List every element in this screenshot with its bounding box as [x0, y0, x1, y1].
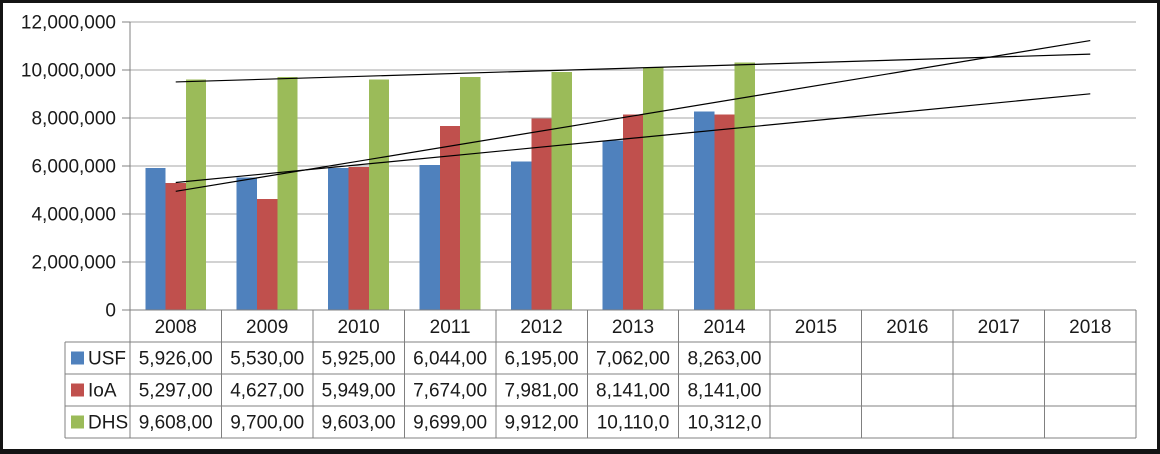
- x-axis-label-2018: 2018: [1069, 317, 1111, 338]
- y-axis-label: 4,000,000: [31, 205, 116, 226]
- x-axis-label-2008: 2008: [155, 317, 197, 338]
- table-cell-dhs-2011: 9,699,00: [413, 413, 487, 434]
- bar-usf-2009: [236, 177, 258, 310]
- table-cell-usf-2008: 5,926,00: [139, 349, 213, 370]
- table-cell-usf-2012: 6,195,00: [505, 349, 579, 370]
- bar-ioa-2012: [531, 118, 552, 311]
- trendline-ioa: [175, 39, 1091, 192]
- table-cell-dhs-2010: 9,603,00: [322, 413, 396, 434]
- bar-ioa-2008: [165, 182, 186, 310]
- table-cell-usf-2013: 7,062,00: [596, 349, 670, 370]
- y-axis-label: 0: [105, 301, 116, 322]
- legend-label-usf: USF: [88, 349, 126, 370]
- bar-ioa-2010: [348, 167, 369, 310]
- table-cell-ioa-2014: 8,141,00: [687, 381, 761, 402]
- bar-dhs-2013: [643, 67, 664, 310]
- bar-ioa-2011: [439, 125, 461, 310]
- table-cell-ioa-2012: 7,981,00: [505, 381, 579, 402]
- table-cell-usf-2010: 5,925,00: [322, 349, 396, 370]
- table-cell-ioa-2009: 4,627,00: [230, 381, 304, 402]
- bar-usf-2008: [145, 167, 166, 310]
- bar-dhs-2010: [368, 79, 390, 310]
- table-cell-dhs-2014: 10,312,0: [687, 413, 761, 434]
- x-axis-label-2009: 2009: [246, 317, 288, 338]
- x-axis-label-2011: 2011: [430, 317, 471, 338]
- x-axis-label-2016: 2016: [886, 317, 928, 338]
- bar-ioa-2009: [257, 198, 278, 310]
- bar-usf-2010: [328, 167, 349, 310]
- table-cell-ioa-2010: 5,949,00: [322, 381, 396, 402]
- y-axis-label: 10,000,000: [21, 61, 116, 82]
- bar-usf-2013: [602, 140, 623, 310]
- legend-swatch-dhs: [71, 415, 84, 429]
- bar-usf-2011: [419, 164, 440, 310]
- x-axis-label-2017: 2017: [978, 317, 1020, 338]
- bar-ioa-2014: [714, 114, 735, 311]
- table-cell-dhs-2009: 9,700,00: [230, 413, 304, 434]
- bar-usf-2012: [511, 161, 532, 310]
- legend-label-dhs: DHS: [88, 413, 128, 434]
- trendline-usf: [175, 93, 1091, 184]
- bar-dhs-2009: [277, 77, 298, 310]
- table-cell-ioa-2011: 7,674,00: [413, 381, 487, 402]
- legend-swatch-ioa: [71, 383, 84, 397]
- legend-swatch-usf: [71, 351, 84, 365]
- legend-label-ioa: IoA: [88, 381, 117, 402]
- table-cell-dhs-2008: 9,608,00: [139, 413, 213, 434]
- x-axis-label-2012: 2012: [520, 317, 562, 338]
- trendline-dhs: [175, 53, 1091, 83]
- table-cell-ioa-2008: 5,297,00: [139, 381, 213, 402]
- table-cell-usf-2014: 8,263,00: [687, 349, 761, 370]
- table-cell-dhs-2012: 9,912,00: [505, 413, 579, 434]
- x-axis-label-2010: 2010: [337, 317, 379, 338]
- bar-dhs-2008: [185, 79, 207, 310]
- table-cell-ioa-2013: 8,141,00: [596, 381, 670, 402]
- x-axis-label-2013: 2013: [612, 317, 654, 338]
- x-axis-label-2015: 2015: [795, 317, 837, 338]
- chart-canvas: 0 2,000,000 4,000,000 6,000,000 8,000,000 10,…: [21, 13, 1137, 439]
- y-axis-label: 2,000,000: [31, 253, 116, 274]
- y-axis-label: 12,000,000: [21, 13, 116, 34]
- bar-ioa-2013: [622, 114, 644, 311]
- bar-dhs-2012: [551, 72, 572, 310]
- y-axis-label: 8,000,000: [31, 109, 116, 130]
- table-cell-usf-2011: 6,044,00: [413, 349, 487, 370]
- y-axis-label: 6,000,000: [31, 157, 116, 178]
- x-axis-label-2014: 2014: [703, 317, 746, 338]
- bar-dhs-2014: [734, 62, 755, 311]
- bar-dhs-2011: [460, 77, 481, 310]
- bar-usf-2014: [694, 111, 715, 310]
- table-cell-dhs-2013: 10,110,0: [597, 413, 670, 434]
- table-cell-usf-2009: 5,530,00: [230, 349, 304, 370]
